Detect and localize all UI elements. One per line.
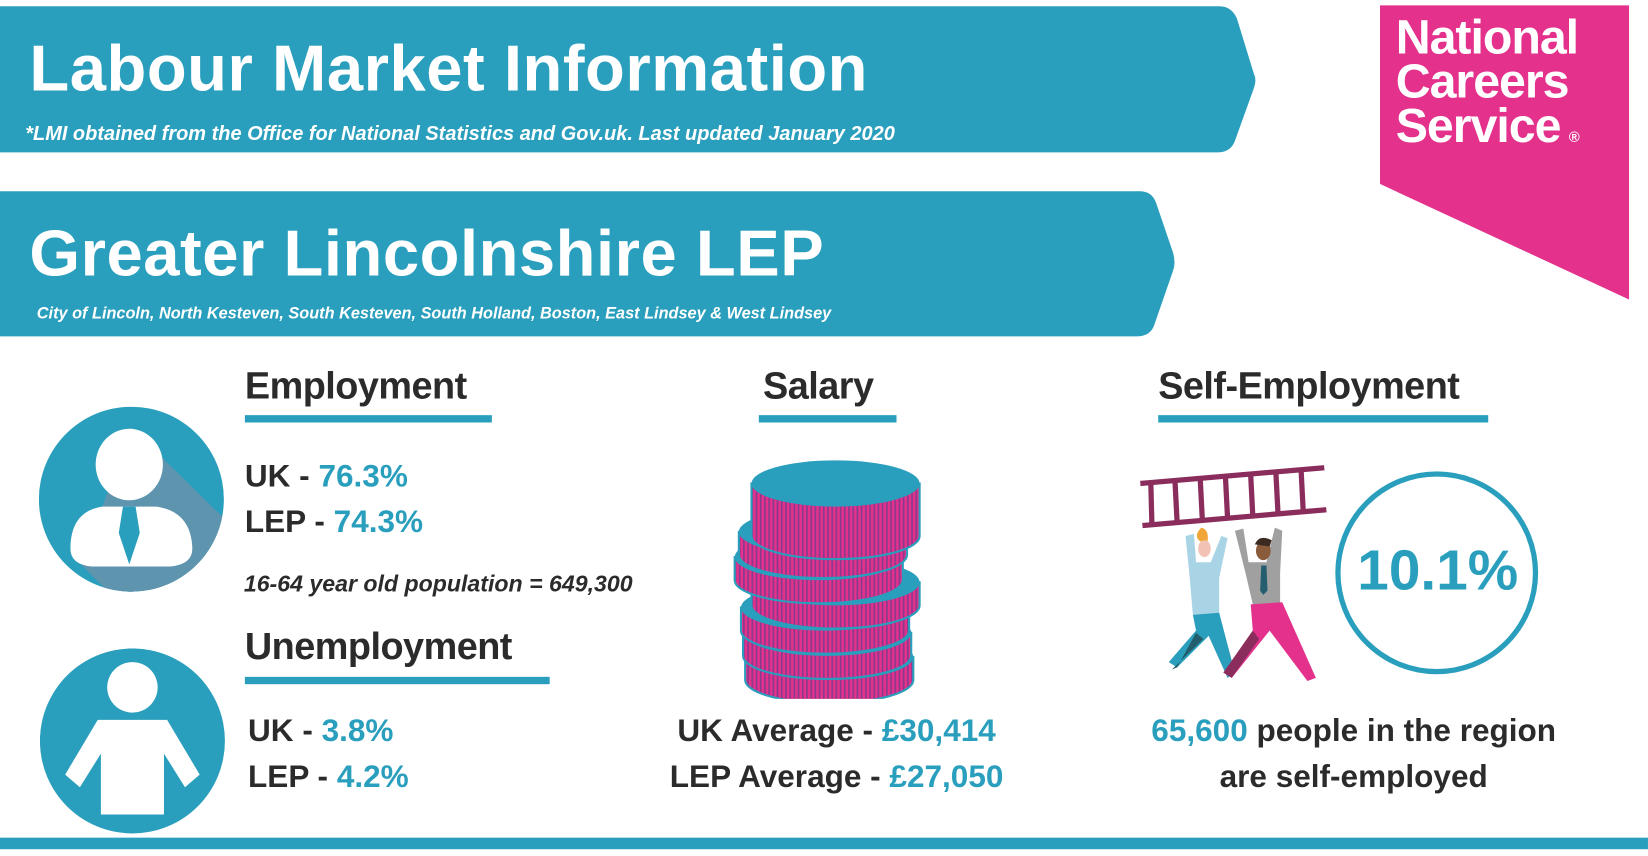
salary-lep-value: £27,050 xyxy=(889,759,1004,795)
salary-heading: Salary xyxy=(763,363,874,407)
employment-heading: Employment xyxy=(244,363,467,407)
salary-uk-value: £30,414 xyxy=(881,713,996,749)
logo-line-1: National xyxy=(1395,9,1579,65)
employed-person-icon xyxy=(38,406,224,592)
coin-stack-icon xyxy=(733,460,921,699)
employment-uk: UK - 76.3% xyxy=(244,459,408,494)
self-employment-circle xyxy=(1335,471,1539,675)
logo-line-3-text: Service xyxy=(1395,97,1562,153)
national-careers-service-logo: National Careers Service ® xyxy=(1395,9,1580,159)
page-title: Labour Market Information xyxy=(29,32,869,106)
unemployment-underline xyxy=(244,676,550,685)
unemployment-heading: Unemployment xyxy=(244,624,513,668)
unemployment-lep: LEP - 4.2% xyxy=(248,759,409,795)
unemployment-uk-value: 3.8% xyxy=(321,713,394,749)
region-title: Greater Lincolnshire LEP xyxy=(29,217,825,291)
employment-underline xyxy=(244,415,492,423)
unemployment-uk: UK - 3.8% xyxy=(248,713,394,749)
population-note: 16-64 year old population = 649,300 xyxy=(243,570,633,597)
self-employment-underline xyxy=(1158,415,1489,423)
self-employment-line-2: are self-employed xyxy=(1219,759,1488,795)
region-banner xyxy=(0,191,1175,337)
source-note: *LMI obtained from the Office for Nation… xyxy=(25,122,895,146)
self-employment-percent: 10.1% xyxy=(1357,539,1519,603)
logo-background xyxy=(1379,5,1630,300)
region-areas: City of Lincoln, North Kesteven, South K… xyxy=(36,304,832,323)
footer-bar xyxy=(0,837,1648,850)
self-employment-heading: Self-Employment xyxy=(1158,363,1460,407)
logo-line-3: Service ® xyxy=(1396,101,1580,159)
self-employment-count: 65,600 xyxy=(1151,713,1248,749)
self-employment-count-line: 65,600 people in the region xyxy=(1151,713,1557,749)
header-banner xyxy=(0,6,1256,153)
banner-shapes xyxy=(0,6,1256,337)
unemployed-person-icon xyxy=(39,648,225,834)
logo-line-2: Careers xyxy=(1395,53,1570,109)
employment-uk-value: 76.3% xyxy=(318,459,408,494)
employment-lep-value: 74.3% xyxy=(333,504,424,540)
employment-lep: LEP - 74.3% xyxy=(244,504,424,540)
unemployment-lep-value: 4.2% xyxy=(336,759,409,795)
registered-mark: ® xyxy=(1568,128,1580,146)
people-carrying-ladder-illustration xyxy=(1140,465,1327,682)
salary-uk: UK Average - £30,414 xyxy=(677,713,996,749)
salary-underline xyxy=(758,415,897,423)
coin xyxy=(750,460,921,561)
salary-lep: LEP Average - £27,050 xyxy=(669,759,1004,795)
